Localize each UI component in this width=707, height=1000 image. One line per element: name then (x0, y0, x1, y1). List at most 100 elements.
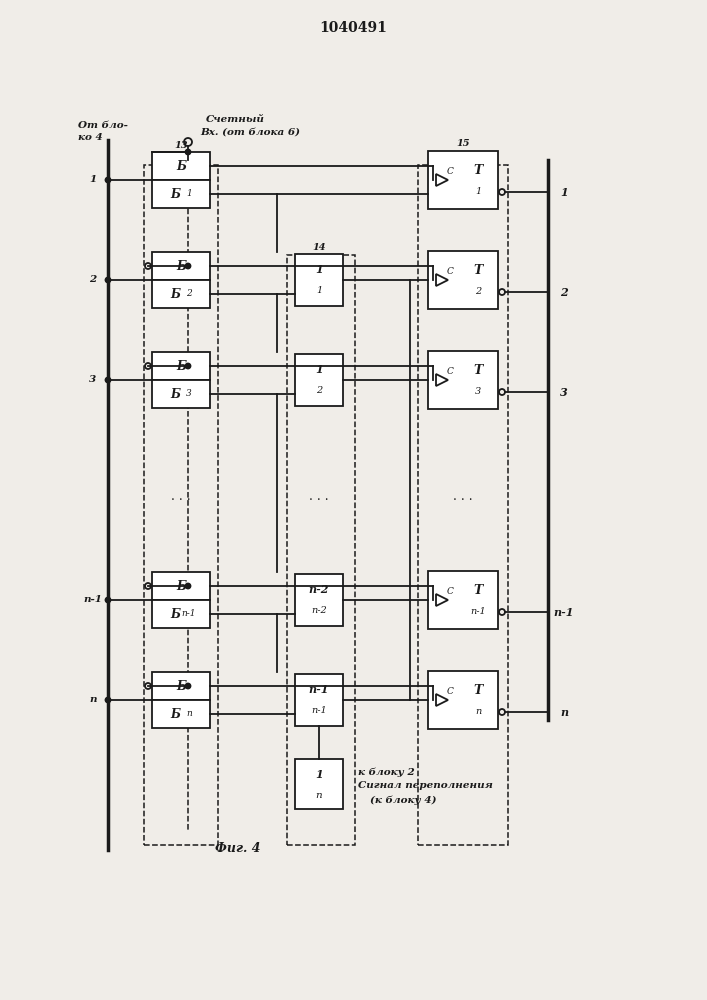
Text: n-2: n-2 (309, 584, 329, 595)
Bar (295, 674, 343, 726)
Bar (152, 700, 210, 728)
Text: n-1: n-1 (311, 706, 327, 715)
Text: 2: 2 (316, 386, 322, 395)
Text: Б: Б (170, 288, 180, 300)
Bar (295, 574, 343, 626)
Bar (295, 354, 343, 406)
Bar (295, 254, 343, 306)
Text: 2: 2 (186, 290, 192, 298)
Bar (152, 252, 210, 280)
Text: 1: 1 (186, 190, 192, 198)
Text: Б: Б (170, 607, 180, 620)
Text: n-1: n-1 (554, 606, 574, 617)
Text: n: n (475, 708, 481, 716)
Text: 1: 1 (560, 186, 568, 198)
Circle shape (105, 178, 110, 182)
Text: Фиг. 4: Фиг. 4 (215, 842, 261, 854)
Bar (428, 151, 498, 209)
Text: 2: 2 (560, 286, 568, 298)
Text: 2: 2 (89, 275, 97, 284)
Bar (418, 165, 508, 845)
Text: n: n (316, 792, 322, 800)
Polygon shape (436, 594, 448, 606)
Bar (152, 672, 210, 700)
Bar (295, 759, 343, 809)
Circle shape (185, 149, 190, 154)
Text: 1: 1 (89, 176, 97, 184)
Text: 3: 3 (89, 375, 97, 384)
Bar (428, 351, 498, 409)
Circle shape (185, 363, 190, 368)
Text: n-1: n-1 (309, 684, 329, 695)
Text: 3: 3 (475, 387, 481, 396)
Text: n: n (89, 696, 97, 704)
Text: n-1: n-1 (83, 595, 103, 604)
Text: · · ·: · · · (171, 493, 191, 506)
Bar (152, 352, 210, 380)
Text: Т: Т (474, 684, 483, 696)
Circle shape (185, 684, 190, 688)
Bar (428, 571, 498, 629)
Text: Б: Б (176, 259, 186, 272)
Text: 13: 13 (174, 141, 188, 150)
Text: 1: 1 (315, 768, 323, 780)
Circle shape (105, 377, 110, 382)
Text: 1: 1 (316, 286, 322, 295)
Polygon shape (436, 174, 448, 186)
Polygon shape (436, 374, 448, 386)
Bar (144, 165, 218, 845)
Circle shape (105, 597, 110, 602)
Text: Т: Т (474, 163, 483, 176)
Text: (к блоку 4): (к блоку 4) (370, 795, 436, 805)
Bar (152, 380, 210, 408)
Text: · · ·: · · · (309, 493, 329, 506)
Text: С: С (447, 267, 453, 276)
Bar (152, 280, 210, 308)
Bar (152, 152, 210, 180)
Text: Т: Т (474, 363, 483, 376)
Text: От бло-: От бло- (78, 120, 128, 129)
Text: Б: Б (176, 360, 186, 372)
Text: n: n (186, 710, 192, 718)
Text: Б: Б (170, 188, 180, 200)
Text: Б: Б (176, 159, 186, 172)
Polygon shape (436, 274, 448, 286)
Text: С: С (447, 688, 453, 696)
Text: 14: 14 (312, 243, 326, 252)
Text: Вх. (от блока 6): Вх. (от блока 6) (200, 127, 300, 136)
Text: С: С (447, 367, 453, 376)
Text: ко 4: ко 4 (78, 133, 103, 142)
Text: Б: Б (170, 387, 180, 400)
Bar (152, 600, 210, 628)
Circle shape (185, 263, 190, 268)
Circle shape (105, 698, 110, 702)
Bar (152, 180, 210, 208)
Text: 15: 15 (456, 139, 469, 148)
Polygon shape (436, 694, 448, 706)
Text: С: С (447, 587, 453, 596)
Text: Сигнал переполнения: Сигнал переполнения (358, 782, 493, 790)
Text: · · ·: · · · (453, 493, 473, 506)
Circle shape (185, 584, 190, 588)
Text: Счетный: Счетный (206, 115, 265, 124)
Text: 3: 3 (560, 386, 568, 397)
Text: С: С (447, 167, 453, 176)
Text: к блоку 2: к блоку 2 (358, 767, 415, 777)
Text: n: n (560, 706, 568, 718)
Text: 1: 1 (475, 188, 481, 196)
Text: n-1: n-1 (471, 607, 486, 616)
Bar (428, 671, 498, 729)
Circle shape (105, 277, 110, 282)
Text: Б: Б (176, 680, 186, 692)
Text: 3: 3 (186, 389, 192, 398)
Text: Б: Б (176, 580, 186, 592)
Text: 1: 1 (315, 364, 323, 375)
Text: 2: 2 (475, 288, 481, 296)
Text: 1: 1 (315, 264, 323, 275)
Text: 1040491: 1040491 (319, 21, 387, 35)
Text: Т: Т (474, 584, 483, 596)
Bar (152, 572, 210, 600)
Text: n-1: n-1 (182, 609, 197, 618)
Bar (287, 255, 355, 845)
Text: n-2: n-2 (311, 606, 327, 615)
